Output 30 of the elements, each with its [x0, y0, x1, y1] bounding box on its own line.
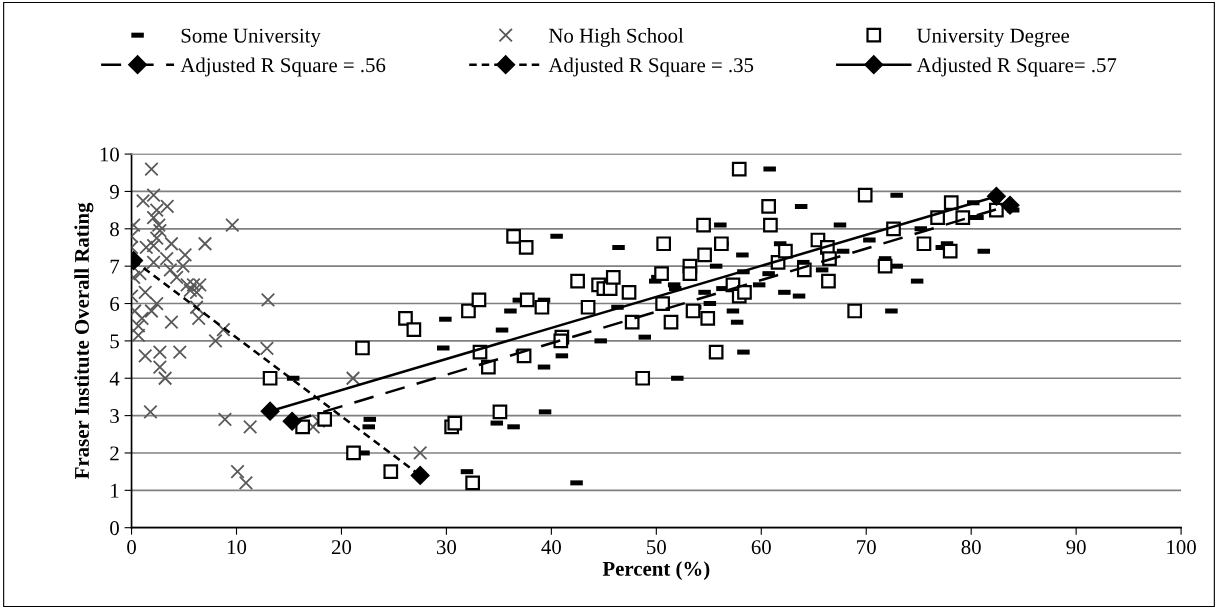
x-tick-label: 70 — [857, 540, 876, 555]
y-tick-label: 0 — [110, 521, 119, 536]
legend-label: University Degree — [916, 28, 1070, 47]
x-tick-label: 90 — [1066, 540, 1086, 555]
legend-label: Adjusted R Square= .57 — [916, 57, 1117, 77]
y-tick-label: 7 — [110, 259, 120, 274]
y-tick-label: 9 — [109, 184, 119, 199]
legend-label: Adjusted R Square = .35 — [548, 57, 754, 77]
y-tick-label: 2 — [110, 446, 119, 461]
y-tick-label: 3 — [110, 409, 119, 424]
y-tick-label: 5 — [110, 334, 119, 349]
x-tick-label: 0 — [127, 540, 136, 555]
x-tick-label: 40 — [541, 540, 561, 555]
x-tick-label: 80 — [961, 540, 981, 555]
x-tick-label: 20 — [331, 540, 352, 555]
legend-label: No High School — [548, 28, 684, 47]
x-axis-title: Percent (%) — [602, 561, 710, 581]
y-tick-label: 1 — [111, 483, 119, 498]
x-tick-label: 50 — [647, 540, 666, 555]
y-tick-label: 10 — [100, 147, 119, 162]
legend-label: Adjusted R Square = .56 — [180, 57, 386, 77]
y-axis-title: Fraser Institute Overall Rating — [74, 202, 94, 479]
legend-label: Some University — [181, 28, 321, 47]
y-tick-label: 4 — [109, 371, 120, 386]
x-tick-label: 100 — [1167, 540, 1196, 555]
x-tick-label: 30 — [436, 540, 457, 555]
y-tick-label: 8 — [110, 222, 119, 237]
x-tick-label: 60 — [751, 540, 771, 555]
x-tick-label: 10 — [227, 540, 247, 555]
y-tick-label: 6 — [110, 296, 120, 311]
